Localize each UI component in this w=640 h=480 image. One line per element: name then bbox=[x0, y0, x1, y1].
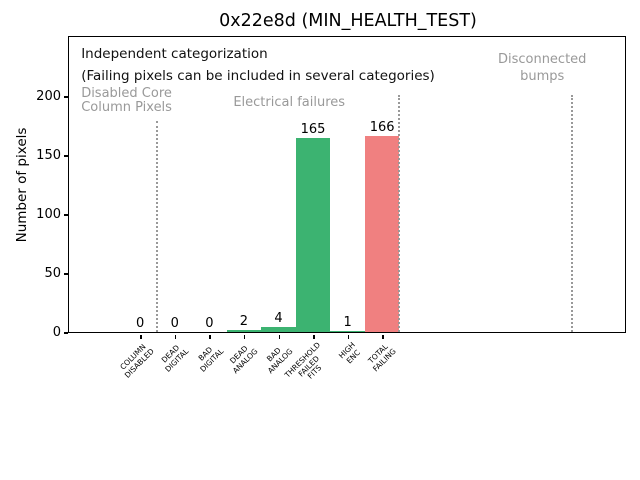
x-tick-mark bbox=[382, 334, 384, 339]
y-tick-label: 200 bbox=[36, 89, 61, 104]
section-separator bbox=[156, 121, 159, 333]
bar-value-label: 1 bbox=[343, 315, 352, 331]
section-separator bbox=[571, 95, 574, 333]
y-tick-label: 0 bbox=[52, 325, 61, 340]
section-label-line: Electrical failures bbox=[233, 95, 346, 111]
x-tick-label: DEAD ANALOG bbox=[228, 343, 260, 375]
y-tick-label: 150 bbox=[36, 148, 61, 163]
y-tick-mark bbox=[64, 155, 69, 157]
y-tick-label: 50 bbox=[44, 266, 61, 281]
x-tick-label: BAD DIGITAL bbox=[196, 344, 225, 374]
y-axis-label: Number of pixels bbox=[14, 127, 30, 243]
section-label-line: Disconnected bbox=[497, 52, 587, 68]
x-tick-mark bbox=[174, 334, 177, 339]
annotation-line-1: Independent categorization bbox=[81, 46, 268, 63]
x-tick-mark bbox=[243, 334, 246, 339]
x-tick-mark bbox=[347, 334, 350, 339]
chart-title: 0x22e8d (MIN_HEALTH_TEST) bbox=[219, 11, 477, 31]
y-tick-label: 100 bbox=[36, 207, 61, 222]
bar bbox=[295, 137, 331, 333]
annotation-line-2: (Failing pixels can be included in sever… bbox=[81, 68, 435, 85]
bar bbox=[330, 331, 365, 333]
bar bbox=[364, 136, 400, 333]
section-label-electrical-failures: Electrical failures bbox=[219, 96, 359, 110]
y-tick-mark bbox=[64, 214, 69, 216]
bar bbox=[261, 327, 296, 333]
y-tick-mark bbox=[64, 332, 69, 334]
bar-value-label: 165 bbox=[300, 121, 326, 137]
bar-value-label: 4 bbox=[274, 311, 283, 327]
bar-value-label: 0 bbox=[136, 316, 145, 332]
section-label-line: Column Pixels bbox=[81, 100, 172, 116]
section-separator bbox=[398, 95, 401, 333]
x-tick-mark bbox=[278, 334, 281, 339]
bar-value-label: 0 bbox=[170, 316, 179, 332]
plot-area: Independent categorization (Failing pixe… bbox=[68, 36, 627, 334]
bar-value-label: 0 bbox=[205, 316, 214, 332]
section-label-disabled-core-column-pixels: Disabled Core Column Pixels bbox=[81, 87, 172, 115]
y-tick-mark bbox=[64, 273, 69, 275]
x-tick-mark bbox=[140, 334, 142, 339]
bar-value-label: 166 bbox=[369, 120, 395, 136]
bar-value-label: 2 bbox=[239, 313, 249, 329]
x-tick-label: DEAD DIGITAL bbox=[159, 343, 191, 374]
annotation: Independent categorization (Failing pixe… bbox=[81, 43, 435, 87]
x-tick-mark bbox=[209, 334, 211, 339]
y-tick-mark bbox=[64, 96, 69, 98]
x-tick-label: HIGH ENC bbox=[337, 340, 362, 366]
section-label-line: Disabled Core bbox=[81, 86, 172, 102]
x-tick-mark bbox=[313, 334, 315, 339]
section-label-line: bumps bbox=[520, 69, 565, 85]
x-tick-label: TOTAL FAILING bbox=[366, 342, 398, 374]
x-tick-label: COLUMN DISABLED bbox=[118, 342, 156, 380]
section-label-disconnected-bumps: Disconnected bumps bbox=[472, 51, 612, 85]
bar bbox=[226, 329, 262, 333]
